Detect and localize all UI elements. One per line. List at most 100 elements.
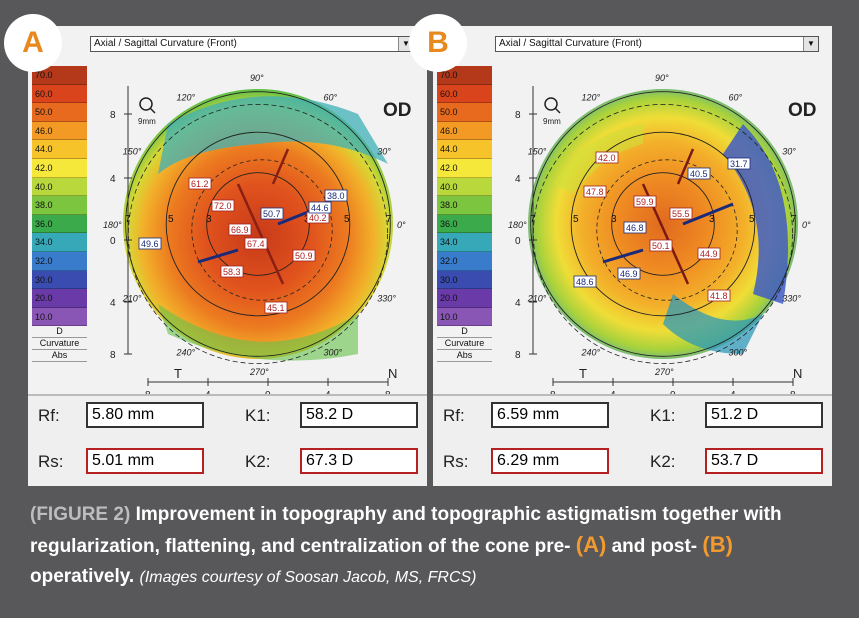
y-tick-label: 0 [110, 236, 116, 247]
zone-ring [125, 91, 391, 357]
value-label: 48.6 [576, 277, 594, 287]
legend-swatch: 42.0 [437, 158, 492, 178]
angle-label: 240° [581, 347, 601, 357]
rf-label: Rf: [38, 406, 60, 425]
legend-swatch: 32.0 [437, 251, 492, 271]
angle-label: 330° [377, 294, 396, 304]
angle-label: 120° [582, 93, 601, 103]
legend-swatch: 32.0 [32, 251, 87, 271]
legend-swatch: 50.0 [437, 103, 492, 122]
angle-label: 150° [528, 147, 547, 157]
n-label: N [388, 366, 397, 381]
caption-text-1: Improvement in topography and topographi… [30, 504, 782, 557]
k1-label: K1: [650, 406, 676, 425]
angle-label: 30° [782, 147, 796, 157]
value-label-box [292, 249, 316, 262]
legend-swatch: 36.0 [32, 214, 87, 234]
value-label: 67.4 [247, 239, 265, 249]
y-tick-label: 8 [515, 110, 521, 121]
x-tick-label: 0 [265, 390, 271, 394]
figure-caption: (FIGURE 2) Improvement in topography and… [30, 500, 840, 593]
value-label-box [264, 301, 288, 314]
value-label: 49.6 [141, 239, 159, 249]
y-tick-label: 8 [515, 350, 521, 361]
meridian-line [197, 248, 239, 264]
value-label-box [308, 201, 332, 214]
value-label: 50.7 [263, 209, 281, 219]
color-scale-legend: 70.0 60.0 50.0 46.0 44.0 42.0 40.0 38.0 36.0 34.0… [32, 66, 87, 363]
map-type-dropdown[interactable]: Axial / Sagittal Curvature (Front) ▼ [90, 36, 414, 52]
angle-label: 300° [729, 347, 748, 357]
flat-zone [158, 96, 388, 174]
value-label: 45.1 [267, 303, 285, 313]
angle-label: 300° [324, 347, 343, 357]
chevron-down-icon[interactable]: ▼ [803, 37, 818, 51]
value-label-box [687, 167, 711, 180]
value-label: 44.9 [700, 249, 718, 259]
t-label: T [579, 366, 587, 381]
meridian-line [682, 202, 734, 226]
y-tick-label: 8 [110, 110, 116, 121]
legend-swatch: 38.0 [437, 196, 492, 215]
legend-swatch: 10.0 [437, 307, 492, 327]
topography-colormap [123, 89, 393, 359]
pupil-outline [191, 159, 333, 301]
n-label: N [793, 366, 802, 381]
angle-label: 180° [508, 220, 527, 230]
legend-swatch: 46.0 [437, 121, 492, 141]
caption-text-2: and post- [611, 536, 698, 557]
x-tick-label: 4 [730, 390, 736, 394]
rf-label: Rf: [443, 406, 465, 425]
value-label: 59.9 [636, 197, 654, 207]
k2-label: K2: [650, 452, 676, 471]
value-label-box [617, 267, 641, 280]
ring-label: 3 [206, 214, 212, 225]
legend-swatch: 20.0 [437, 289, 492, 308]
x-tick-label: 8 [790, 390, 796, 394]
corneal-map: 8 4 0 4 8 8 4 0 4 8 90° 60° 30° 0° 330° 300° 270° 240° 210… [508, 73, 817, 394]
legend-curvature-label: Curvature [32, 338, 87, 351]
angle-label: 150° [123, 147, 142, 157]
limbus-outline [127, 103, 389, 365]
value-label: 66.9 [231, 225, 249, 235]
y-tick-label: 4 [110, 298, 116, 309]
value-label: 44.6 [311, 203, 329, 213]
value-label-box [595, 151, 619, 164]
value-label: 41.8 [710, 291, 728, 301]
rs-field: 6.29 mm [491, 448, 609, 474]
value-label: 47.8 [586, 187, 604, 197]
magnifier-icon [139, 97, 156, 114]
angle-label: 180° [103, 220, 122, 230]
zoom-label: 9mm [543, 117, 561, 126]
k1-label: K1: [245, 406, 271, 425]
value-label: 50.9 [295, 251, 313, 261]
corneal-map: 8 4 0 4 8 8 4 0 4 8 90° 60° 30° 0° 330° 300° 270° 240° 210… [103, 73, 412, 394]
angle-label: 270° [654, 367, 674, 377]
ring-label: 7 [530, 214, 536, 225]
y-tick-label: 8 [110, 350, 116, 361]
legend-swatch: 30.0 [437, 270, 492, 290]
legend-swatch: 36.0 [437, 214, 492, 234]
value-label-box [669, 207, 693, 220]
value-label-box [324, 189, 348, 202]
meridian-line [602, 248, 644, 264]
k2-field: 53.7 D [705, 448, 823, 474]
x-tick-label: 4 [610, 390, 616, 394]
angle-label: 60° [729, 93, 743, 103]
value-label: 61.2 [191, 179, 209, 189]
value-label: 46.9 [620, 269, 638, 279]
map-type-dropdown[interactable]: Axial / Sagittal Curvature (Front) ▼ [495, 36, 819, 52]
value-label: 40.5 [690, 169, 708, 179]
magnifier-icon [544, 97, 561, 114]
caption-ref-b: (B) [702, 532, 733, 557]
value-label: 38.0 [327, 191, 345, 201]
t-label: T [174, 366, 182, 381]
ring-label: 5 [573, 214, 579, 225]
legend-swatch: 34.0 [437, 233, 492, 252]
topography-panel-b: Axial / Sagittal Curvature (Front) ▼ 70.… [409, 14, 832, 486]
caption-ref-a: (A) [575, 532, 607, 557]
panel-badge: A [4, 14, 62, 72]
k2-label: K2: [245, 452, 271, 471]
pupil-outline [596, 159, 738, 301]
angle-label: 0° [397, 220, 406, 230]
